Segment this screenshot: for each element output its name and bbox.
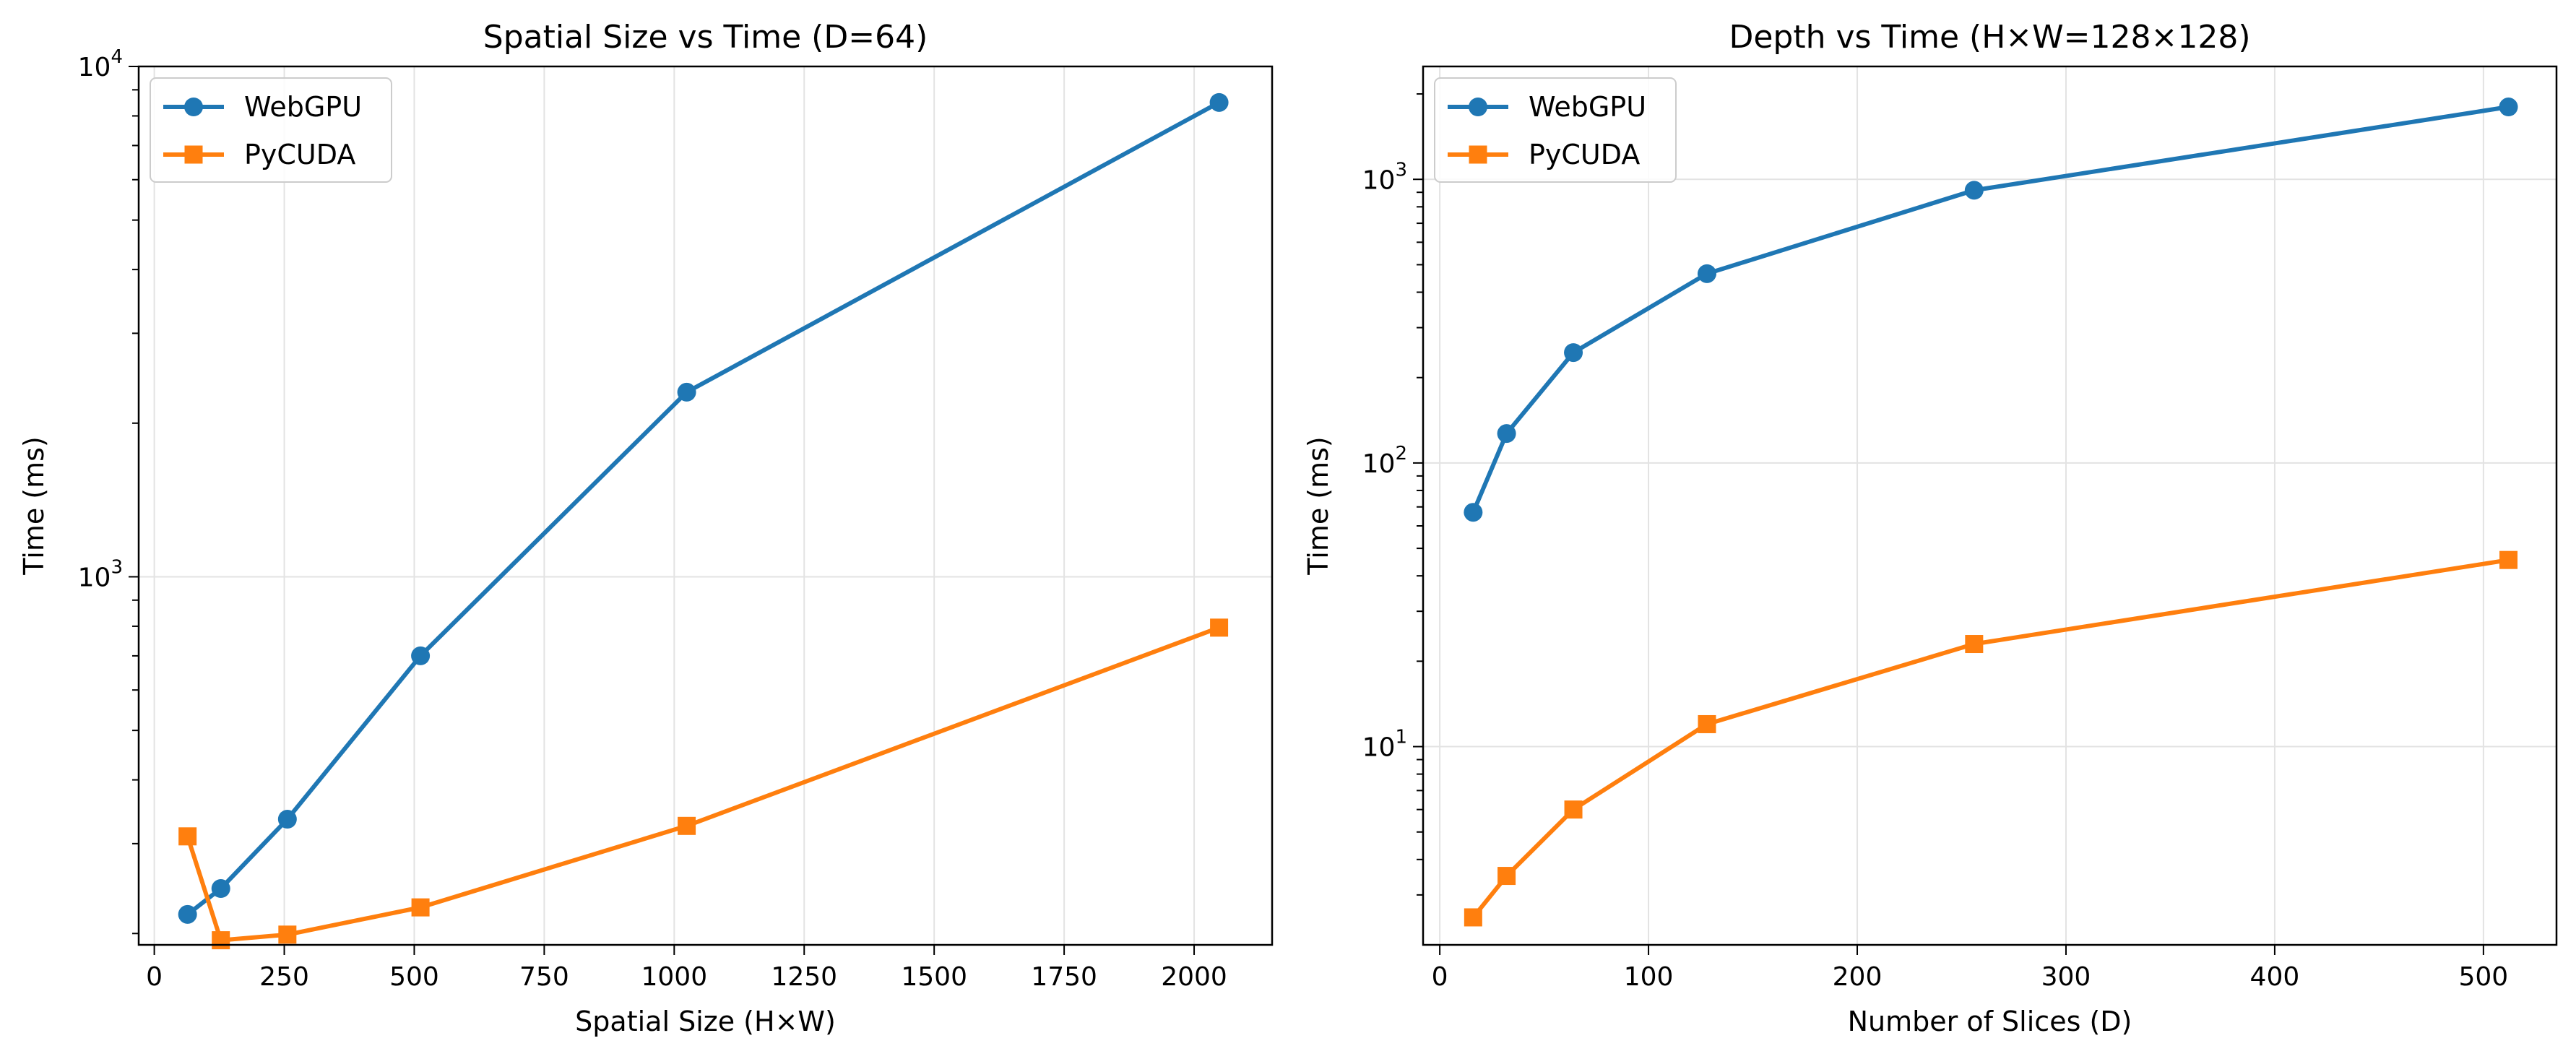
gridlines <box>139 66 1272 945</box>
x-tick-label: 200 <box>1833 962 1883 992</box>
data-point-pycuda <box>1210 618 1229 637</box>
y-tick-label: 104 <box>78 46 123 82</box>
x-tick-label: 0 <box>146 962 163 992</box>
y-tick-exponent: 3 <box>111 556 123 578</box>
y-tick-exponent: 1 <box>1395 727 1407 748</box>
data-point-pycuda <box>2499 550 2518 569</box>
x-tick-label: 2000 <box>1161 962 1227 992</box>
y-axis-label: Time (ms) <box>1302 436 1334 576</box>
y-tick-base: 10 <box>1362 449 1396 479</box>
plot-frame <box>1422 65 2558 946</box>
legend: WebGPU PyCUDA <box>1434 77 1677 183</box>
y-minor-ticks <box>1417 93 1423 896</box>
y-tick-base: 10 <box>1362 165 1396 195</box>
y-tick-exponent: 3 <box>1395 159 1407 181</box>
series-line-pycuda <box>185 625 1222 943</box>
data-point-webgpu <box>1697 264 1716 283</box>
legend-label-pycuda: PyCUDA <box>1529 139 1640 170</box>
data-point-webgpu <box>677 382 696 402</box>
plot-frame <box>137 65 1274 946</box>
y-tick-base: 10 <box>1362 733 1396 763</box>
y-tick-label: 103 <box>1362 159 1407 195</box>
data-point-pycuda <box>1965 635 1984 654</box>
x-ticks: 0 250 500 750 1000 1250 1500 1750 2000 <box>146 945 1227 992</box>
data-point-pycuda <box>1497 867 1516 886</box>
chart-panel-depth: 0 100 200 300 400 500101102103WebGPUPyCUDADep… <box>1302 19 2558 1037</box>
series-pycuda <box>178 618 1229 950</box>
data-point-pycuda <box>212 931 230 950</box>
x-tick-label: 500 <box>389 962 439 992</box>
data-point-pycuda <box>1698 714 1716 733</box>
y-tick-label: 101 <box>1362 727 1407 763</box>
data-point-webgpu <box>277 810 297 829</box>
data-point-pycuda <box>1564 800 1583 819</box>
legend-marker-webgpu <box>184 98 203 116</box>
chart-panel-spatial-size: 0 250 500 750 1000 1250 1500 1750 2000103104WebG… <box>18 19 1274 1037</box>
x-tick-label: 750 <box>519 962 569 992</box>
data-point-webgpu <box>1964 181 1984 200</box>
y-tick-exponent: 2 <box>1395 443 1407 464</box>
y-tick-base: 10 <box>78 53 111 82</box>
x-tick-label: 1750 <box>1031 962 1097 992</box>
series-group <box>1464 98 2518 927</box>
y-tick-base: 10 <box>78 563 111 592</box>
legend-label-webgpu: WebGPU <box>244 91 362 123</box>
x-tick-label: 500 <box>2459 962 2509 992</box>
series-webgpu <box>178 92 1229 924</box>
legend-label-webgpu: WebGPU <box>1529 91 1646 123</box>
x-tick-label: 0 <box>1432 962 1448 992</box>
y-axis-label: Time (ms) <box>18 436 50 576</box>
data-point-webgpu <box>2499 98 2518 117</box>
data-point-webgpu <box>178 904 197 924</box>
data-point-webgpu <box>1564 343 1583 363</box>
gridlines <box>1423 66 2556 945</box>
x-tick-label: 400 <box>2250 962 2300 992</box>
data-point-pycuda <box>1464 908 1482 927</box>
x-tick-label: 1250 <box>771 962 837 992</box>
x-tick-label: 1000 <box>641 962 708 992</box>
data-point-webgpu <box>1464 503 1483 522</box>
legend-marker-webgpu <box>1469 98 1487 116</box>
legend: WebGPU PyCUDA <box>150 77 392 183</box>
data-point-pycuda <box>278 925 297 944</box>
y-tick-exponent: 4 <box>111 46 123 68</box>
x-tick-label: 100 <box>1624 962 1674 992</box>
data-point-webgpu <box>211 878 230 898</box>
legend-marker-pycuda <box>1469 145 1487 164</box>
series-group <box>178 92 1229 950</box>
series-pycuda <box>1464 550 2518 927</box>
data-point-webgpu <box>411 646 431 665</box>
legend-label-pycuda: PyCUDA <box>244 139 355 170</box>
data-point-webgpu <box>1209 92 1229 112</box>
data-point-pycuda <box>178 827 197 846</box>
data-point-webgpu <box>1497 424 1516 444</box>
y-tick-label: 103 <box>78 556 123 592</box>
y-minor-ticks <box>132 89 139 935</box>
chart-title: Spatial Size vs Time (D=64) <box>483 19 928 56</box>
chart-title: Depth vs Time (H×W=128×128) <box>1729 19 2250 56</box>
x-tick-label: 1500 <box>901 962 967 992</box>
y-tick-label: 102 <box>1362 443 1407 479</box>
x-tick-label: 300 <box>2041 962 2091 992</box>
legend-marker-pycuda <box>184 145 203 164</box>
data-point-pycuda <box>678 816 696 835</box>
series-line-webgpu <box>1471 105 2511 515</box>
x-tick-label: 250 <box>259 962 309 992</box>
x-axis-label: Spatial Size (H×W) <box>575 1006 836 1037</box>
x-axis-label: Number of Slices (D) <box>1848 1006 2132 1037</box>
x-ticks: 0 100 200 300 400 500 <box>1432 945 2509 992</box>
series-line-pycuda <box>1471 558 2511 920</box>
series-webgpu <box>1464 98 2518 522</box>
data-point-pycuda <box>411 898 430 917</box>
